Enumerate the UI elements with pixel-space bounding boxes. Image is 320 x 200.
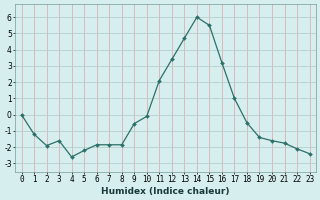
X-axis label: Humidex (Indice chaleur): Humidex (Indice chaleur) <box>101 187 230 196</box>
